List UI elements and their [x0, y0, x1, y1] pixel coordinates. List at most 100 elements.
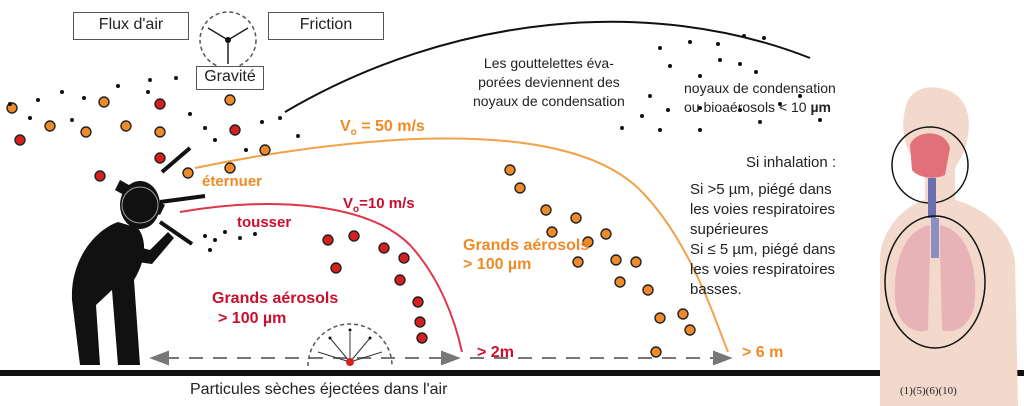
droplet — [654, 312, 666, 324]
nuclei-line2: ou bioaérosols < 10 µm — [684, 98, 836, 117]
condensation-nucleus-dot — [758, 120, 762, 124]
evaporation-line2: porées deviennent des — [478, 74, 620, 90]
condensation-nucleus-dot — [296, 134, 300, 138]
condensation-nucleus-dot — [818, 118, 822, 122]
forces-icon — [199, 11, 257, 69]
condensation-nucleus-dot — [778, 102, 782, 106]
condensation-nucleus-dot — [666, 108, 670, 112]
condensation-nucleus-dot — [36, 98, 40, 102]
condensation-nucleus-dot — [688, 40, 692, 44]
droplet — [259, 144, 271, 156]
droplet — [572, 256, 584, 268]
sneeze-label: éternuer — [202, 173, 263, 190]
inhalation-title: Si inhalation : — [746, 154, 837, 171]
condensation-nucleus-dot — [718, 58, 722, 62]
droplet — [614, 276, 626, 288]
condensation-nucleus-dot — [244, 148, 248, 152]
droplet — [120, 120, 132, 132]
aerosol-line2: > 100 µm — [463, 256, 532, 273]
condensation-nucleus-dot — [260, 120, 264, 124]
inhalation-p1-line2: les voies respiratoires — [690, 201, 836, 218]
condensation-nucleus-dot — [698, 106, 702, 110]
droplet — [330, 262, 342, 274]
droplet — [394, 274, 406, 286]
droplet — [650, 346, 662, 358]
droplet — [642, 284, 654, 296]
velocity-subscript: o — [350, 127, 357, 139]
cough-aerosol-label: Grands aérosols > 100 µm — [212, 289, 338, 329]
condensation-nucleus-dot — [253, 232, 257, 236]
droplet — [677, 308, 689, 320]
aerosol-line2: > 100 µm — [218, 310, 287, 327]
condensation-nucleus-dot — [8, 102, 12, 106]
nuclei-line1: noyaux de condensation — [684, 80, 836, 96]
droplets — [6, 94, 696, 358]
velocity-value: = 50 m/s — [356, 118, 425, 135]
nuclei-line2-text: ou bioaérosols < 10 — [684, 99, 811, 115]
cough-label: tousser — [237, 214, 292, 231]
dots — [8, 34, 822, 252]
condensation-nucleus-dot — [658, 46, 662, 50]
condensation-nucleus-dot — [213, 238, 217, 242]
droplet — [600, 228, 612, 240]
aerosol-line1: Grands aérosols — [463, 237, 590, 254]
droplet — [684, 324, 696, 336]
sneeze-aerosol-label: Grands aérosols > 100 µm — [463, 236, 589, 274]
condensation-nucleus-dot — [754, 70, 758, 74]
droplet — [229, 124, 241, 136]
droplet — [414, 316, 426, 328]
condensation-nucleus-dot — [223, 230, 227, 234]
condensation-nucleus-dot — [738, 62, 742, 66]
dry-particles-icon — [307, 323, 393, 367]
condensation-nucleus-dot — [174, 76, 178, 80]
condensation-nucleus-dot — [238, 236, 242, 240]
condensation-nucleus-dot — [738, 108, 742, 112]
condensation-nucleus-dot — [668, 64, 672, 68]
droplet — [540, 204, 552, 216]
inhalation-p1-line3: supérieures — [690, 221, 769, 238]
droplet — [182, 167, 194, 179]
condensation-nucleus-dot — [798, 94, 802, 98]
condensation-nucleus-dot — [716, 42, 720, 46]
condensation-nucleus-dot — [208, 248, 212, 252]
condensation-nucleus-dot — [648, 94, 652, 98]
ground-line — [0, 370, 1024, 376]
head-highlight — [121, 186, 159, 224]
droplet — [412, 296, 424, 308]
sneeze-distance: > 6 m — [742, 344, 784, 361]
bottom-caption: Particules sèches éjectées dans l'air — [190, 381, 448, 398]
aerosol-line1: Grands aérosols — [212, 290, 339, 307]
velocity-subscript: o — [353, 204, 360, 215]
droplet — [154, 152, 166, 164]
droplet — [44, 120, 56, 132]
condensation-nucleus-dot — [640, 114, 644, 118]
condensation-nucleus-dot — [188, 112, 192, 116]
condensation-nucleus-dot — [762, 36, 766, 40]
droplet — [570, 212, 582, 224]
inhalation-p2-line1: Si ≤ 5 µm, piégé dans — [690, 241, 836, 258]
gravity-label: Gravité — [196, 66, 264, 90]
sneeze-streak — [160, 146, 192, 174]
velocity-symbol: V — [340, 118, 351, 135]
velocity-value: =10 m/s — [359, 195, 415, 212]
velocity-symbol: V — [343, 195, 354, 212]
droplet — [582, 236, 594, 248]
droplet — [154, 98, 166, 110]
droplet — [378, 242, 390, 254]
cough-distance: > 2m — [477, 344, 514, 361]
nuclei-unit: µm — [810, 99, 831, 115]
sneeze-trajectory — [194, 137, 729, 353]
droplet — [398, 252, 410, 264]
inhalation-text: Si >5 µm, piégé dans les voies respirato… — [690, 180, 835, 300]
cough-streak — [158, 220, 194, 246]
condensation-nucleus-dot — [278, 116, 282, 120]
droplet — [630, 256, 642, 268]
sneeze-streak — [159, 194, 206, 204]
human-respiratory-figure — [880, 87, 1018, 406]
droplet — [546, 226, 558, 238]
droplet — [98, 96, 110, 108]
condensation-nucleus-dot — [60, 90, 64, 94]
condensation-nucleus-dot — [116, 84, 120, 88]
inhalation-p2-line2: les voies respiratoires — [690, 261, 836, 278]
